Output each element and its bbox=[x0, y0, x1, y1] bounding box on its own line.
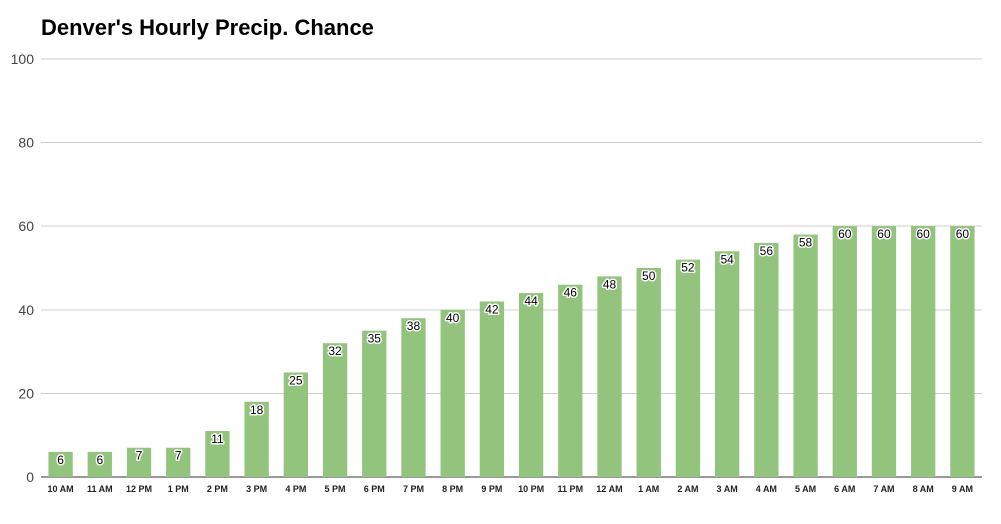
y-tick-label: 80 bbox=[18, 135, 34, 151]
x-tick-label: 6 PM bbox=[364, 484, 385, 494]
chart-title: Denver's Hourly Precip. Chance bbox=[41, 15, 374, 40]
bar-value-label: 35 bbox=[368, 332, 382, 346]
y-tick-label: 60 bbox=[18, 218, 34, 234]
x-tick-label: 3 AM bbox=[717, 484, 738, 494]
bar-value-label: 6 bbox=[57, 453, 64, 467]
x-tick-label: 8 AM bbox=[913, 484, 934, 494]
bar-value-label: 40 bbox=[446, 311, 460, 325]
x-tick-label: 10 AM bbox=[48, 484, 74, 494]
y-tick-label: 0 bbox=[26, 469, 34, 485]
bar-value-label: 60 bbox=[838, 227, 852, 241]
bar bbox=[205, 431, 230, 477]
bar-value-label: 56 bbox=[760, 244, 774, 258]
bar-value-label: 42 bbox=[485, 302, 499, 316]
bar bbox=[166, 447, 191, 477]
bar-value-label: 18 bbox=[250, 403, 264, 417]
bar bbox=[48, 451, 73, 477]
bar bbox=[597, 276, 622, 477]
bar-value-label: 7 bbox=[175, 449, 182, 463]
bar-value-label: 32 bbox=[328, 344, 342, 358]
bar bbox=[322, 343, 348, 477]
bar-value-label: 58 bbox=[799, 236, 813, 250]
x-tick-label: 2 PM bbox=[207, 484, 228, 494]
x-tick-label: 11 AM bbox=[87, 484, 113, 494]
x-tick-label: 7 PM bbox=[403, 484, 424, 494]
bar bbox=[636, 268, 661, 477]
x-tick-label: 4 PM bbox=[285, 484, 306, 494]
x-tick-label: 10 PM bbox=[518, 484, 544, 494]
x-tick-label: 12 AM bbox=[596, 484, 622, 494]
bar-value-label: 60 bbox=[877, 227, 891, 241]
bar bbox=[362, 330, 387, 477]
x-tick-label: 1 AM bbox=[638, 484, 659, 494]
x-tick-label: 1 PM bbox=[168, 484, 189, 494]
bar bbox=[518, 293, 544, 477]
bar bbox=[87, 451, 112, 477]
bar bbox=[558, 284, 583, 477]
bar-value-label: 52 bbox=[681, 261, 695, 275]
bar bbox=[479, 301, 505, 477]
bar-value-label: 48 bbox=[603, 277, 617, 291]
bar bbox=[401, 318, 426, 477]
bar-data-labels: 6 6 7 7 11 18 25 32 35 38 40 42 44 46 48 50 52 54 56 58 60 60… bbox=[56, 226, 971, 469]
bar-value-label: 60 bbox=[956, 227, 970, 241]
bar-value-label: 11 bbox=[211, 432, 224, 446]
bar bbox=[832, 226, 857, 477]
bar-value-label: 46 bbox=[564, 286, 578, 300]
y-tick-label: 100 bbox=[11, 51, 35, 67]
x-tick-label: 12 PM bbox=[126, 484, 152, 494]
y-tick-label: 20 bbox=[18, 385, 34, 401]
bar bbox=[950, 226, 975, 477]
x-tick-label: 8 PM bbox=[442, 484, 463, 494]
bar-value-label: 44 bbox=[524, 294, 538, 308]
bar bbox=[675, 259, 701, 477]
x-axis-tick-labels: 10 AM 11 AM 12 PM 1 PM 2 PM 3 PM 4 PM 5 PM 6 PM 7… bbox=[48, 484, 973, 494]
x-tick-label: 5 AM bbox=[795, 484, 816, 494]
bar bbox=[871, 226, 897, 477]
bar bbox=[244, 401, 269, 477]
bar-value-label: 7 bbox=[136, 449, 143, 463]
gridlines bbox=[41, 58, 982, 478]
bar-value-label: 38 bbox=[407, 319, 421, 333]
x-tick-label: 11 PM bbox=[558, 484, 584, 494]
bar bbox=[714, 251, 740, 477]
bar bbox=[754, 242, 779, 477]
y-axis-tick-labels: 0 20 40 60 80 100 bbox=[11, 51, 35, 485]
bar-value-label: 60 bbox=[917, 227, 931, 241]
x-tick-label: 9 PM bbox=[481, 484, 502, 494]
bar bbox=[126, 447, 152, 477]
x-tick-label: 5 PM bbox=[325, 484, 346, 494]
x-tick-label: 6 AM bbox=[834, 484, 855, 494]
bar-value-label: 6 bbox=[96, 453, 103, 467]
bar bbox=[440, 309, 465, 477]
x-tick-label: 2 AM bbox=[677, 484, 698, 494]
bar-value-label: 50 bbox=[642, 269, 656, 283]
bar bbox=[793, 234, 818, 477]
x-tick-label: 3 PM bbox=[246, 484, 267, 494]
x-tick-label: 9 AM bbox=[952, 484, 973, 494]
y-tick-label: 40 bbox=[18, 302, 34, 318]
bar-value-label: 25 bbox=[289, 374, 303, 388]
x-tick-label: 7 AM bbox=[873, 484, 894, 494]
bar-value-label: 54 bbox=[720, 252, 734, 266]
x-tick-label: 4 AM bbox=[756, 484, 777, 494]
bar bbox=[283, 372, 309, 477]
bars bbox=[48, 226, 975, 477]
bar bbox=[911, 226, 936, 477]
